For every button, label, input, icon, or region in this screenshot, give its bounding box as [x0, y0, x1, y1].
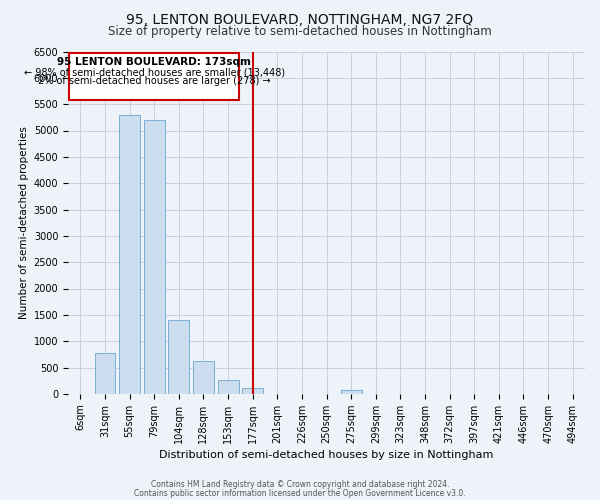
Text: Contains public sector information licensed under the Open Government Licence v3: Contains public sector information licen…	[134, 488, 466, 498]
Bar	[169, 320, 189, 394]
Bar	[218, 380, 239, 394]
FancyBboxPatch shape	[69, 53, 239, 100]
Bar	[119, 114, 140, 394]
Bar	[242, 388, 263, 394]
Bar	[144, 120, 164, 394]
Text: Size of property relative to semi-detached houses in Nottingham: Size of property relative to semi-detach…	[108, 25, 492, 38]
Y-axis label: Number of semi-detached properties: Number of semi-detached properties	[19, 126, 29, 319]
Bar	[193, 361, 214, 394]
Bar	[341, 390, 362, 394]
Text: 2% of semi-detached houses are larger (278) →: 2% of semi-detached houses are larger (2…	[38, 76, 271, 86]
Text: 95 LENTON BOULEVARD: 173sqm: 95 LENTON BOULEVARD: 173sqm	[57, 58, 251, 68]
Text: Contains HM Land Registry data © Crown copyright and database right 2024.: Contains HM Land Registry data © Crown c…	[151, 480, 449, 489]
X-axis label: Distribution of semi-detached houses by size in Nottingham: Distribution of semi-detached houses by …	[160, 450, 494, 460]
Text: 95, LENTON BOULEVARD, NOTTINGHAM, NG7 2FQ: 95, LENTON BOULEVARD, NOTTINGHAM, NG7 2F…	[127, 12, 473, 26]
Bar	[95, 353, 115, 394]
Text: ← 98% of semi-detached houses are smaller (13,448): ← 98% of semi-detached houses are smalle…	[23, 68, 285, 78]
